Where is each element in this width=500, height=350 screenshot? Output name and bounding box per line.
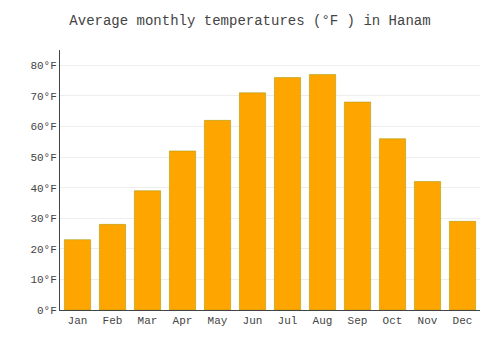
svg-text:50°F: 50°F — [30, 152, 56, 164]
svg-text:Apr: Apr — [173, 315, 193, 327]
svg-text:10°F: 10°F — [30, 274, 56, 286]
svg-text:May: May — [208, 315, 228, 327]
svg-text:Aug: Aug — [313, 315, 333, 327]
svg-text:0°F: 0°F — [37, 305, 57, 317]
svg-text:Dec: Dec — [453, 315, 473, 327]
svg-text:30°F: 30°F — [30, 213, 56, 225]
svg-text:60°F: 60°F — [30, 121, 56, 133]
svg-text:Oct: Oct — [383, 315, 403, 327]
svg-text:Sep: Sep — [348, 315, 368, 327]
svg-text:Jul: Jul — [278, 315, 298, 327]
svg-text:70°F: 70°F — [30, 91, 56, 103]
svg-text:Mar: Mar — [138, 315, 158, 327]
svg-text:Jun: Jun — [243, 315, 263, 327]
svg-text:20°F: 20°F — [30, 244, 56, 256]
svg-text:80°F: 80°F — [30, 60, 56, 72]
svg-text:Jan: Jan — [68, 315, 88, 327]
svg-text:40°F: 40°F — [30, 183, 56, 195]
svg-text:Average monthly temperatures (: Average monthly temperatures (°F ) in Ha… — [69, 13, 430, 29]
svg-text:Feb: Feb — [103, 315, 123, 327]
svg-text:Nov: Nov — [418, 315, 438, 327]
